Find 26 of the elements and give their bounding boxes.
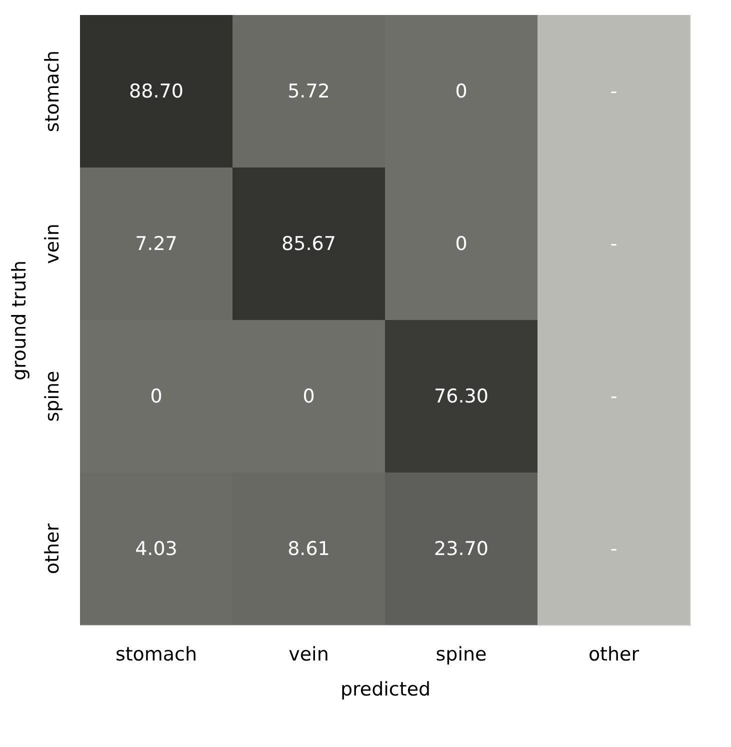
x-tick-label: spine	[436, 644, 487, 666]
data-label: 7.27	[135, 232, 178, 255]
y-tick-label: stomach	[42, 50, 64, 132]
text: -	[610, 538, 618, 560]
data-label: 76.30	[434, 385, 488, 408]
x-axis-title: predicted	[340, 678, 431, 700]
y-axis-title: ground truth	[8, 260, 30, 381]
text: -	[610, 80, 618, 102]
data-label: 0	[302, 385, 315, 408]
data-label: 4.03	[135, 538, 178, 560]
data-label: 88.70	[129, 80, 184, 102]
data-label: 85.67	[282, 232, 336, 255]
y-tick-label: other	[42, 523, 64, 574]
x-tick-label: other	[588, 644, 640, 666]
data-label: 0	[150, 385, 162, 408]
data-label: 23.70	[434, 538, 488, 560]
text: -	[610, 232, 618, 255]
y-tick-label: spine	[42, 370, 64, 422]
x-tick-label: vein	[288, 644, 329, 666]
data-label: 0	[455, 80, 468, 102]
data-label: 8.61	[288, 538, 330, 560]
data-label: 5.72	[288, 80, 330, 102]
data-label: 0	[455, 232, 468, 255]
text: -	[610, 385, 618, 408]
x-tick-label: stomach	[115, 644, 198, 666]
y-tick-label: vein	[42, 224, 64, 264]
